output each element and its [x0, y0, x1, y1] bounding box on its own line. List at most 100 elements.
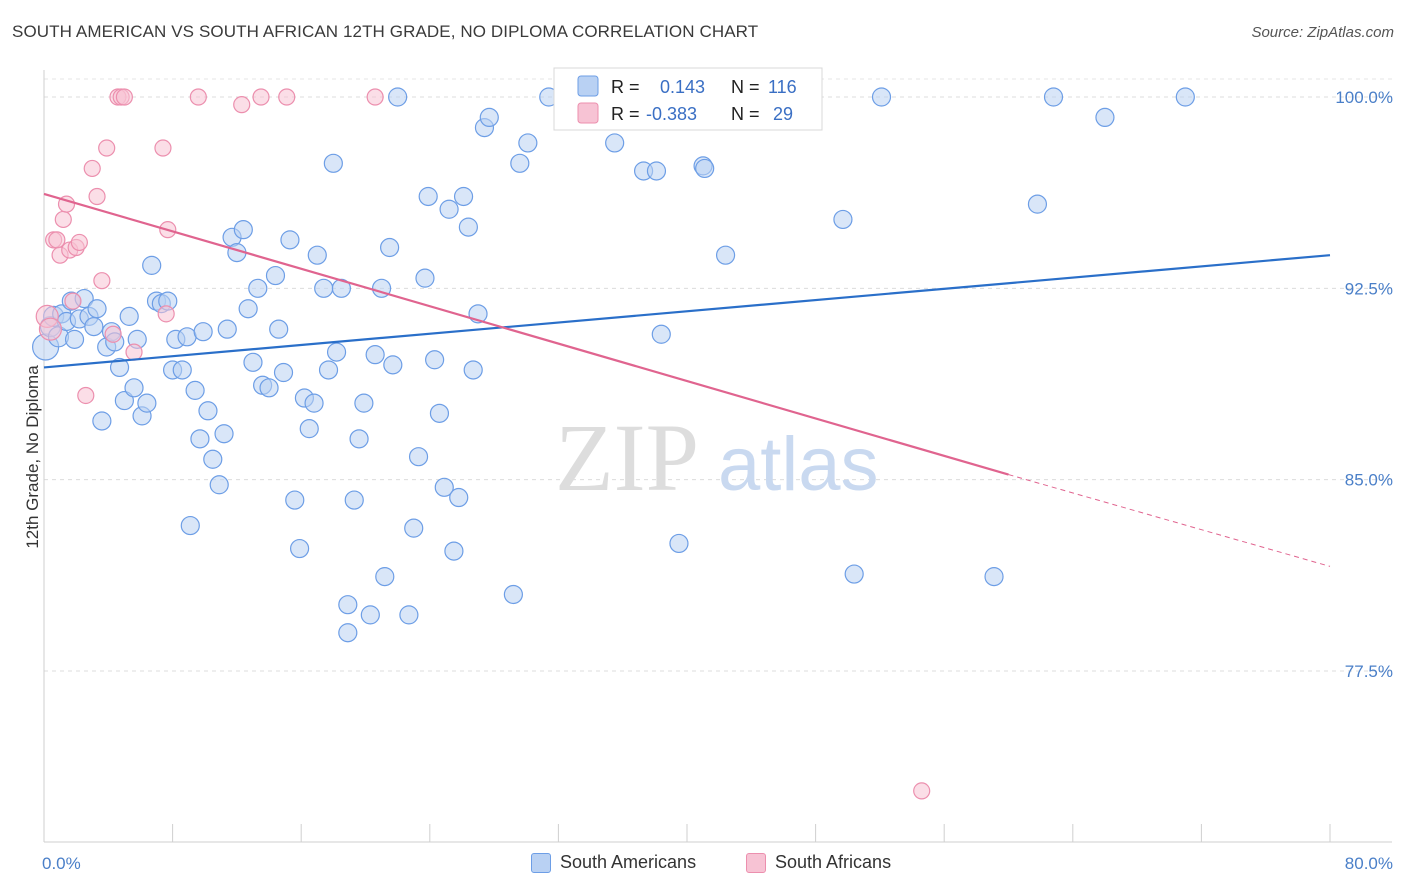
point-south-americans [177, 327, 197, 347]
point-south-americans [360, 605, 380, 625]
legend-pink-r-label: R = [611, 104, 640, 124]
point-south-africans [125, 343, 143, 361]
point-south-americans [844, 564, 864, 584]
point-south-americans [285, 490, 305, 510]
point-south-africans [64, 292, 82, 310]
point-south-americans [695, 158, 715, 179]
point-south-americans [338, 623, 358, 643]
point-south-africans [104, 325, 122, 343]
point-south-americans [354, 393, 374, 413]
y-axis-title: 12th Grade, No Diploma [23, 365, 42, 549]
point-south-americans [510, 153, 530, 173]
point-south-africans [154, 139, 172, 157]
point-south-africans [83, 159, 101, 178]
point-south-americans [238, 299, 258, 319]
point-south-africans [115, 88, 133, 106]
series-south-africans [35, 88, 931, 800]
point-south-americans [458, 217, 478, 237]
point-south-africans [157, 305, 175, 323]
watermark-atlas: atlas [718, 422, 879, 507]
watermark-zip: ZIP [555, 404, 699, 511]
point-south-americans [273, 362, 294, 383]
legend-pink-n-value: 29 [773, 104, 793, 124]
point-south-americans [137, 393, 157, 413]
point-south-americans [434, 477, 454, 497]
point-south-americans [265, 265, 286, 286]
point-south-americans [415, 268, 435, 288]
legend-pink-n-label: N = [731, 104, 760, 124]
point-south-americans [304, 393, 324, 413]
point-south-africans [98, 139, 116, 157]
point-south-americans [243, 352, 263, 372]
point-south-americans [365, 345, 385, 365]
point-south-americans [193, 322, 213, 342]
point-south-americans [453, 186, 474, 207]
point-south-americans [518, 133, 538, 153]
point-south-africans [54, 210, 72, 229]
legend-pink-r-value: -0.383 [646, 104, 697, 124]
y-tick-label-2: 92.5% [1345, 279, 1393, 298]
point-south-americans [233, 220, 253, 240]
point-south-americans [214, 424, 234, 444]
point-south-americans [1027, 194, 1048, 214]
point-south-americans [1043, 87, 1064, 107]
point-south-americans [307, 245, 327, 265]
trend-south-africans-extension [1008, 474, 1331, 567]
point-south-americans [198, 401, 218, 421]
point-south-americans [259, 378, 279, 398]
point-south-americans [479, 107, 499, 128]
point-south-americans [64, 329, 85, 349]
point-south-americans [463, 360, 483, 380]
bottom-legend-pink-swatch [746, 852, 766, 873]
axes [43, 70, 1392, 843]
y-tick-label-0: 77.5% [1345, 662, 1393, 681]
point-south-americans [444, 541, 464, 561]
point-south-americans [314, 278, 334, 298]
tick-labels: 77.5% 85.0% 92.5% 100.0% 0.0% 80.0% [42, 88, 1393, 873]
point-south-americans [439, 199, 459, 219]
point-south-americans [318, 360, 339, 380]
point-south-americans [280, 230, 300, 250]
point-south-africans [913, 782, 931, 800]
x-tick-label-0: 0.0% [42, 854, 81, 873]
point-south-americans [833, 209, 853, 230]
point-south-americans [119, 306, 139, 326]
point-south-americans [383, 355, 403, 375]
point-south-americans [109, 357, 130, 378]
point-south-americans [399, 605, 419, 625]
trend-south-americans [43, 254, 1331, 369]
point-south-americans [449, 487, 469, 508]
point-south-americans [646, 161, 667, 181]
point-south-americans [172, 360, 192, 380]
point-south-africans [233, 96, 251, 114]
point-south-africans [366, 88, 384, 106]
y-tick-label-3: 100.0% [1335, 88, 1393, 107]
watermark: ZIP atlas [555, 404, 879, 511]
bottom-legend-south-americans: South Americans [531, 852, 696, 873]
point-south-americans [429, 403, 450, 423]
point-south-americans [715, 245, 736, 265]
legend-blue-n-value: 116 [768, 77, 797, 97]
point-south-americans [425, 350, 445, 370]
point-south-africans [93, 272, 111, 290]
point-south-americans [404, 518, 424, 538]
bottom-legend-south-africans: South Africans [746, 852, 891, 873]
point-south-americans [669, 533, 689, 554]
point-south-africans [189, 88, 207, 106]
series-south-americans [32, 87, 1195, 643]
point-south-americans [380, 237, 400, 258]
chart-title: SOUTH AMERICAN VS SOUTH AFRICAN 12TH GRA… [12, 22, 759, 41]
point-south-americans [289, 538, 310, 559]
y-tick-label-1: 85.0% [1345, 471, 1393, 490]
point-south-americans [375, 567, 395, 587]
point-south-africans [77, 386, 95, 405]
point-south-americans [326, 342, 347, 362]
point-south-africans [252, 88, 270, 106]
point-south-americans [871, 87, 892, 107]
trend-south-africans [43, 192, 1009, 476]
point-south-americans [114, 390, 134, 411]
point-south-americans [203, 449, 223, 469]
point-south-americans [142, 255, 162, 275]
point-south-americans [84, 317, 104, 337]
point-south-americans [248, 278, 268, 298]
